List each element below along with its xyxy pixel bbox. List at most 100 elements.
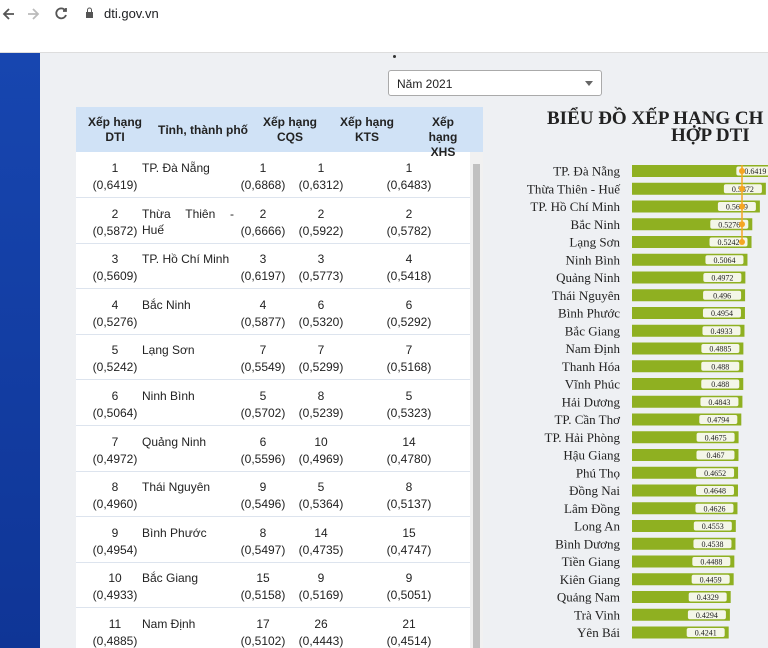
value-label-bg — [691, 574, 730, 584]
table-row: 11 (0,4885) 17 (0,5102) 26 (0,4443) 21 (0,4514)… — [76, 608, 470, 648]
value-label: 0.467 — [706, 451, 724, 460]
rank: 11 — [108, 617, 122, 631]
province: Nam Định — [142, 617, 196, 631]
score: (0,5137) — [386, 497, 432, 512]
province: Bắc Ninh — [142, 297, 191, 312]
score: (0,5596) — [240, 451, 286, 466]
rank: 2 — [405, 206, 413, 221]
value-label-bg — [699, 415, 738, 424]
score: (0,5773) — [298, 269, 344, 284]
rank: 7 — [317, 343, 325, 358]
value-label: 0.4648 — [704, 487, 726, 496]
rank: 5 — [111, 343, 119, 358]
rank: 7 — [259, 343, 267, 358]
score: (0,4735) — [298, 542, 344, 557]
value-label-bg — [701, 344, 740, 353]
column-header: Xếp hạng DTI — [87, 115, 143, 144]
category-label: TP. Hồ Chí Minh — [530, 199, 620, 214]
value-label-bg — [696, 450, 735, 460]
value-label-bg — [705, 255, 744, 265]
rank: 10 — [108, 571, 122, 586]
value-label-bg — [692, 557, 731, 566]
rank: 1 — [111, 161, 119, 175]
category-label: Bắc Ninh — [571, 217, 621, 232]
value-label: 0.4954 — [711, 309, 733, 318]
value-label: 0.5276 — [718, 220, 740, 229]
category-label: Thanh Hóa — [562, 359, 620, 374]
nav-icons — [2, 7, 93, 20]
rank: 15 — [256, 571, 270, 586]
category-label: Bình Phước — [558, 306, 620, 321]
rank: 6 — [259, 434, 267, 449]
average-dot — [739, 239, 745, 245]
score: (0,5702) — [240, 406, 286, 420]
year-select[interactable]: Năm 2021 — [388, 70, 602, 96]
rank: 1 — [259, 161, 267, 175]
score: (0,5320) — [298, 314, 344, 329]
table-header: Xếp hạng DTI Tỉnh, thành phố Xếp hạng CQS X… — [76, 107, 483, 159]
score: (0,5239) — [298, 406, 344, 420]
rank: 26 — [314, 617, 328, 631]
province: Lạng Sơn — [142, 343, 195, 358]
value-label: 0.4794 — [707, 416, 729, 425]
province: Thái Nguyên — [142, 480, 211, 495]
chart-title: BIỂU ĐỒ XẾP HẠNG CH — [547, 107, 764, 129]
scroll-thumb[interactable] — [473, 164, 480, 648]
category-label: Phú Thọ — [576, 465, 620, 480]
value-label: 0.4972 — [711, 274, 733, 283]
score: (0,4972) — [92, 451, 138, 466]
table-row: 2 (0,5872) 2 (0,6666) 2 (0,5922) 2 (0,5782) Thừa… — [76, 198, 470, 244]
province: Quảng Ninh — [142, 434, 207, 449]
value-label-bg — [701, 379, 740, 389]
score: (0,5323) — [386, 406, 432, 420]
rank: 2 — [259, 206, 267, 221]
value-label-bg — [710, 219, 749, 229]
rank: 6 — [317, 297, 325, 312]
rank: 4 — [259, 297, 267, 312]
value-label: 0.4652 — [704, 469, 726, 478]
value-label-bg — [736, 166, 768, 176]
value-label-bg — [686, 628, 725, 637]
value-label: 0.4933 — [710, 327, 732, 336]
value-label: 0.4843 — [708, 398, 730, 407]
average-dot — [739, 203, 745, 210]
score: (0,5497) — [240, 542, 286, 557]
value-label: 0.4885 — [709, 345, 731, 354]
score: (0,4933) — [92, 588, 138, 603]
value-label-bg — [695, 503, 734, 513]
rank: 8 — [317, 389, 325, 403]
chart-title: HỢP DTI — [671, 125, 750, 146]
scrollbar[interactable] — [470, 152, 483, 648]
score: (0,5782) — [386, 223, 432, 238]
value-label: 0.6419 — [744, 167, 766, 176]
rank: 9 — [259, 480, 267, 495]
category-label: Yên Bái — [577, 625, 620, 640]
table-row: 10 (0,4933) 15 (0,5158) 9 (0,5169) 9 (0,5051) Bắ… — [76, 562, 470, 609]
value-label-bg — [709, 237, 748, 247]
category-label: Vĩnh Phúc — [565, 377, 620, 392]
score: (0,5299) — [298, 360, 344, 375]
rank: 10 — [314, 434, 328, 449]
value-label-bg — [703, 273, 742, 282]
column-header: Xếp hạng CQS — [262, 115, 318, 144]
category-label: Lạng Sơn — [569, 235, 620, 250]
category-label: Kiên Giang — [560, 572, 621, 587]
score: (0,6419) — [92, 178, 138, 192]
category-label: Trà Vinh — [574, 607, 620, 622]
rank: 7 — [111, 434, 119, 449]
category-label: Quảng Nam — [557, 590, 620, 605]
score: (0,4954) — [92, 542, 138, 557]
table-row: 7 (0,4972) 6 (0,5596) 10 (0,4969) 14 (0,4780) Qu… — [76, 426, 470, 472]
province: Bình Phước — [142, 525, 207, 540]
category-label: Ninh Bình — [565, 252, 620, 267]
score: (0,4960) — [92, 497, 138, 512]
rank: 17 — [256, 617, 270, 631]
value-label-bg — [693, 539, 732, 549]
url[interactable]: dti.gov.vn — [104, 6, 159, 21]
score: (0,4885) — [92, 634, 138, 648]
rank: 5 — [405, 389, 413, 403]
rank: 3 — [111, 252, 119, 267]
rank: 6 — [111, 389, 119, 403]
score: (0,4969) — [298, 451, 344, 466]
